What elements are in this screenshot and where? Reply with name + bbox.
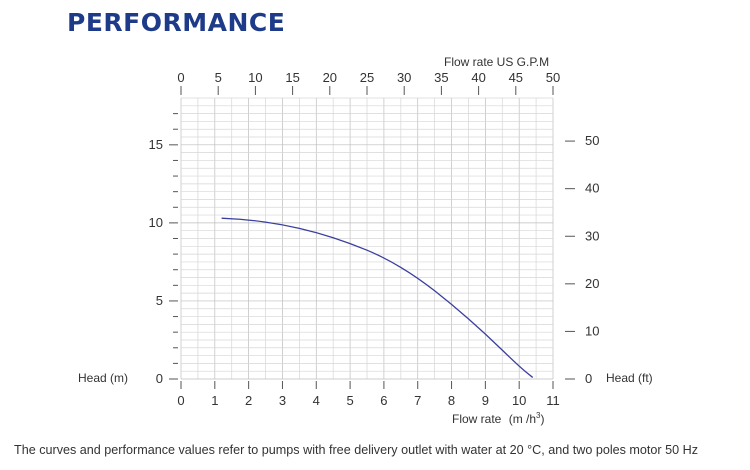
x-tick-label: 5 bbox=[346, 393, 353, 408]
y2-tick-label: 50 bbox=[585, 133, 599, 148]
performance-curve bbox=[221, 217, 534, 378]
x-tick-label: 1 bbox=[211, 393, 218, 408]
y-tick-label: 5 bbox=[156, 293, 163, 308]
x-tick-label: 10 bbox=[512, 393, 526, 408]
x2-tick-label: 40 bbox=[471, 70, 485, 85]
y-tick-label: 15 bbox=[149, 137, 163, 152]
x-axis-label-unit: (m /h bbox=[509, 412, 536, 426]
x2-tick-label: 30 bbox=[397, 70, 411, 85]
y-tick-label: 0 bbox=[156, 371, 163, 386]
y2-tick-label: 20 bbox=[585, 276, 599, 291]
x-tick-label: 7 bbox=[414, 393, 421, 408]
x-tick-label: 0 bbox=[177, 393, 184, 408]
x-axis-label-unit-close: ) bbox=[541, 412, 545, 426]
x2-axis-label: Flow rate US G.P.M bbox=[444, 55, 549, 69]
x-axis-label-unit-sup: 3 bbox=[536, 411, 541, 420]
x-axis-label: Flow rate (m /h3) bbox=[452, 411, 545, 426]
performance-chart: 0 1 2 3 4 5 6 7 8 9 10 110 5 10 15 20 25 30 35 40 45 50051015… bbox=[78, 55, 653, 426]
x2-tick-label: 5 bbox=[215, 70, 222, 85]
x-tick-label: 9 bbox=[482, 393, 489, 408]
y2-tick-label: 40 bbox=[585, 181, 599, 196]
y2-axis-label: Head (ft) bbox=[606, 371, 653, 385]
x2-tick-label: 0 bbox=[177, 70, 184, 85]
footnote: The curves and performance values refer … bbox=[14, 443, 699, 457]
x-tick-label: 2 bbox=[245, 393, 252, 408]
y2-tick-label: 30 bbox=[585, 228, 599, 243]
x-tick-label: 4 bbox=[313, 393, 320, 408]
x2-tick-label: 50 bbox=[546, 70, 560, 85]
y-tick-label: 10 bbox=[149, 215, 163, 230]
x-tick-label: 3 bbox=[279, 393, 286, 408]
chart-grid bbox=[180, 97, 554, 380]
x-tick-label: 8 bbox=[448, 393, 455, 408]
x-tick-label: 6 bbox=[380, 393, 387, 408]
x2-tick-label: 35 bbox=[434, 70, 448, 85]
x2-tick-label: 25 bbox=[360, 70, 374, 85]
chart-axes: 0 1 2 3 4 5 6 7 8 9 10 110 5 10 15 20 25 30 35 40 45 50051015… bbox=[149, 70, 600, 408]
chart-series bbox=[221, 217, 534, 378]
x2-tick-label: 15 bbox=[285, 70, 299, 85]
x2-tick-label: 45 bbox=[509, 70, 523, 85]
x2-tick-label: 20 bbox=[323, 70, 337, 85]
y2-tick-label: 10 bbox=[585, 323, 599, 338]
y-axis-label: Head (m) bbox=[78, 371, 128, 385]
page-title: PERFORMANCE bbox=[67, 8, 286, 37]
x-axis-label-name: Flow rate bbox=[452, 412, 502, 426]
x2-tick-label: 10 bbox=[248, 70, 262, 85]
y2-tick-label: 0 bbox=[585, 371, 592, 386]
x-tick-label: 11 bbox=[546, 393, 560, 408]
